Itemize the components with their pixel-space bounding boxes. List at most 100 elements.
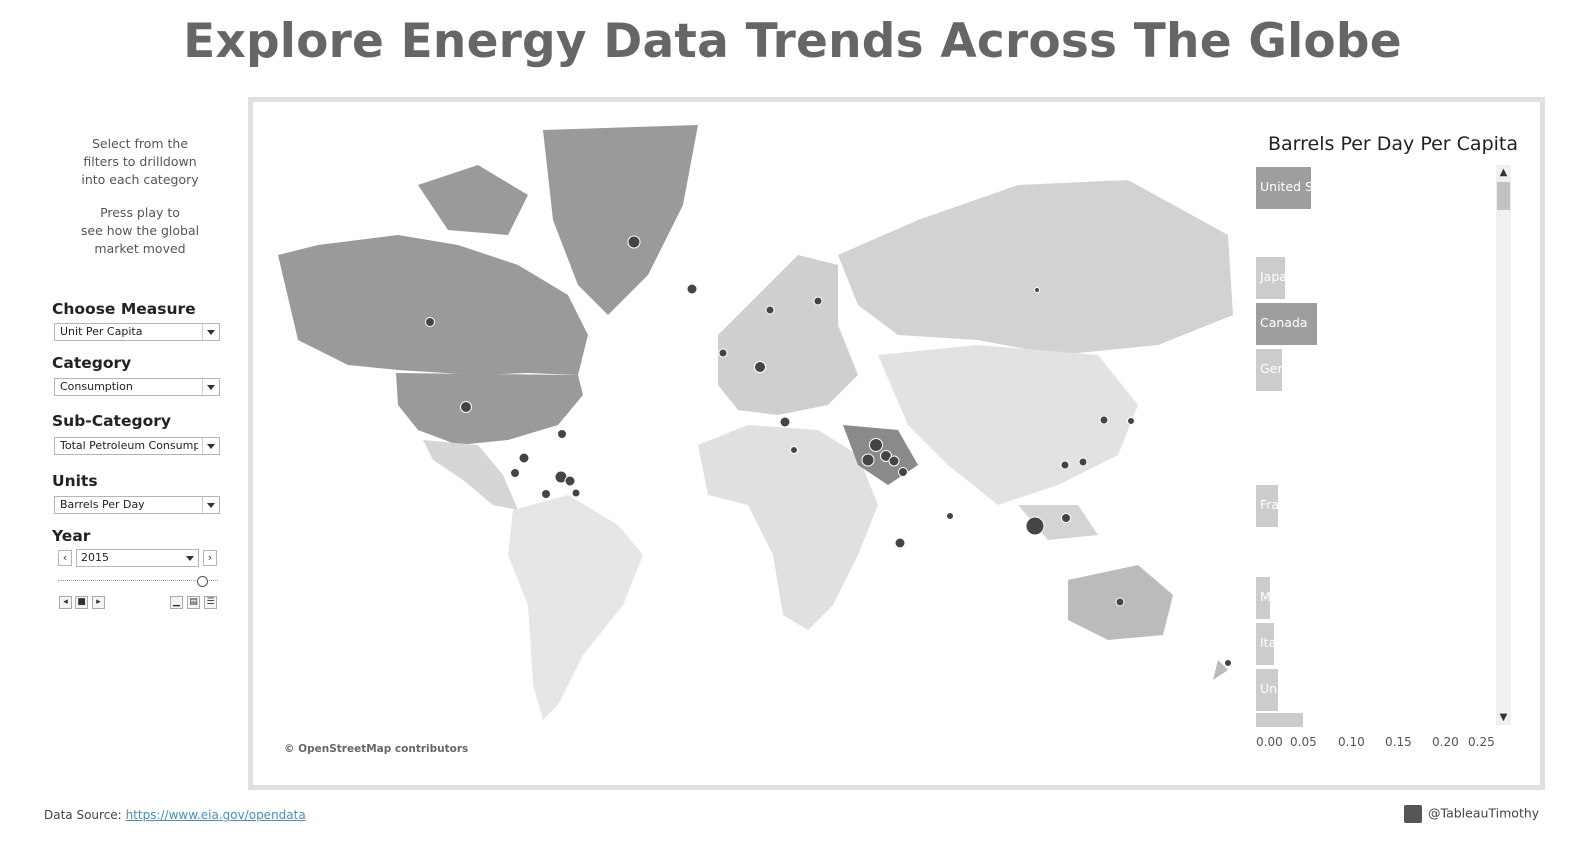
bubble — [946, 512, 954, 520]
bar[interactable]: Uni — [1256, 669, 1278, 711]
x-axis-tick: 0.25 — [1468, 735, 1495, 749]
units-label: Units — [52, 472, 98, 490]
bar-chart[interactable]: United St Japa Canada Ger Fra M Ita Uni — [1256, 165, 1496, 730]
instruction-line: see how the global — [80, 223, 200, 238]
year-next-button[interactable]: › — [203, 550, 217, 566]
bubble — [888, 455, 900, 467]
bubble — [518, 452, 530, 464]
bar[interactable]: Ita — [1256, 623, 1274, 665]
instruction-line: Select from the — [91, 136, 189, 151]
chevron-down-icon[interactable] — [182, 550, 198, 566]
bubble — [564, 475, 576, 487]
bar-label: Japa — [1260, 269, 1285, 284]
units-value: Barrels Per Day — [60, 498, 145, 511]
region-canada — [278, 235, 588, 375]
instructions-filter: Select from the filters to drilldown int… — [60, 135, 220, 189]
bubble — [1078, 457, 1088, 467]
bubble — [425, 317, 435, 327]
bubble — [627, 235, 641, 249]
bar-label: Uni — [1260, 681, 1278, 696]
bar[interactable]: Canada — [1256, 303, 1317, 345]
bar-chart-scrollbar[interactable]: ▲ ▼ — [1496, 165, 1511, 725]
data-source-link[interactable]: https://www.eia.gov/opendata — [125, 808, 306, 822]
world-map[interactable] — [278, 125, 1233, 725]
scroll-down-icon[interactable]: ▼ — [1499, 712, 1508, 723]
bubble — [754, 361, 766, 373]
x-axis-tick: 0.10 — [1338, 735, 1365, 749]
year-value: 2015 — [81, 551, 109, 564]
region-russia — [838, 180, 1233, 355]
bubble — [869, 438, 883, 452]
bubble — [510, 468, 520, 478]
bubble — [813, 296, 823, 306]
bar[interactable]: Japa — [1256, 257, 1285, 299]
bubble — [1061, 513, 1071, 523]
year-label: Year — [52, 527, 91, 545]
bar[interactable] — [1256, 713, 1303, 727]
bubbles — [425, 235, 1232, 667]
subcategory-label: Sub-Category — [52, 412, 171, 430]
measure-dropdown[interactable]: Unit Per Capita — [54, 323, 220, 341]
bar[interactable]: United St — [1256, 167, 1311, 209]
bar-label: Ger — [1260, 361, 1282, 376]
bubble — [571, 488, 581, 498]
category-dropdown[interactable]: Consumption — [54, 378, 220, 396]
units-dropdown[interactable]: Barrels Per Day — [54, 496, 220, 514]
step-forward-button[interactable]: ▸ — [92, 596, 105, 609]
chevron-down-icon[interactable] — [202, 379, 219, 395]
instruction-line: filters to drilldown — [83, 154, 197, 169]
chevron-down-icon[interactable] — [202, 497, 219, 513]
x-axis-tick: 0.00 — [1256, 735, 1283, 749]
data-source: Data Source: https://www.eia.gov/opendat… — [44, 808, 306, 822]
twitter-handle[interactable]: @TableauTimothy — [1404, 805, 1539, 823]
bar[interactable]: Ger — [1256, 349, 1282, 391]
year-slider-handle[interactable] — [197, 576, 208, 587]
subcategory-dropdown[interactable]: Total Petroleum Consump... — [54, 437, 220, 455]
step-back-button[interactable]: ◂ — [59, 596, 72, 609]
year-slider[interactable] — [58, 580, 218, 584]
x-axis-tick: 0.05 — [1290, 735, 1317, 749]
bubble — [1115, 597, 1125, 607]
bar-chart-title: Barrels Per Day Per Capita — [1268, 133, 1518, 155]
bubble — [894, 537, 906, 549]
bar-label: Ita — [1260, 635, 1274, 650]
chevron-down-icon[interactable] — [202, 438, 219, 454]
region-usa — [396, 373, 583, 445]
year-prev-button[interactable]: ‹ — [58, 550, 72, 566]
stop-button[interactable]: ■ — [75, 596, 88, 609]
scroll-thumb[interactable] — [1497, 182, 1510, 210]
bubble — [686, 283, 698, 295]
instructions-play: Press play to see how the global market … — [60, 204, 220, 258]
x-axis-tick: 0.15 — [1385, 735, 1412, 749]
bubble — [779, 416, 791, 428]
bubble — [460, 401, 472, 413]
twitter-label: @TableauTimothy — [1428, 805, 1540, 821]
dashboard-title: Explore Energy Data Trends Across The Gl… — [183, 14, 1402, 69]
bubble — [861, 453, 875, 467]
speed-medium-button[interactable]: ▤ — [187, 596, 200, 609]
bubble — [1025, 516, 1045, 536]
speed-fast-button[interactable]: ☰ — [204, 596, 217, 609]
category-value: Consumption — [60, 380, 133, 393]
bubble — [880, 450, 892, 462]
bubble — [765, 305, 775, 315]
bar-label: Canada — [1260, 315, 1308, 330]
bubble — [1224, 659, 1232, 667]
region-greenland — [543, 125, 698, 315]
region-se-asia — [1018, 505, 1098, 540]
bar-label: United St — [1260, 179, 1311, 194]
map-attribution: © OpenStreetMap contributors — [284, 743, 469, 755]
speed-slow-button[interactable]: ▁ — [170, 596, 183, 609]
bubble — [541, 489, 551, 499]
scroll-up-icon[interactable]: ▲ — [1499, 167, 1508, 178]
instruction-line: Press play to — [100, 205, 180, 220]
region-mexico — [423, 440, 518, 510]
bar[interactable]: M — [1256, 577, 1270, 619]
region-europe — [718, 255, 858, 415]
chevron-down-icon[interactable] — [202, 324, 219, 340]
year-dropdown[interactable]: 2015 — [76, 549, 199, 567]
bar[interactable]: Fra — [1256, 485, 1278, 527]
bubble — [1034, 287, 1040, 293]
region-arctic-islands — [418, 165, 528, 235]
region-south-america — [508, 495, 643, 720]
